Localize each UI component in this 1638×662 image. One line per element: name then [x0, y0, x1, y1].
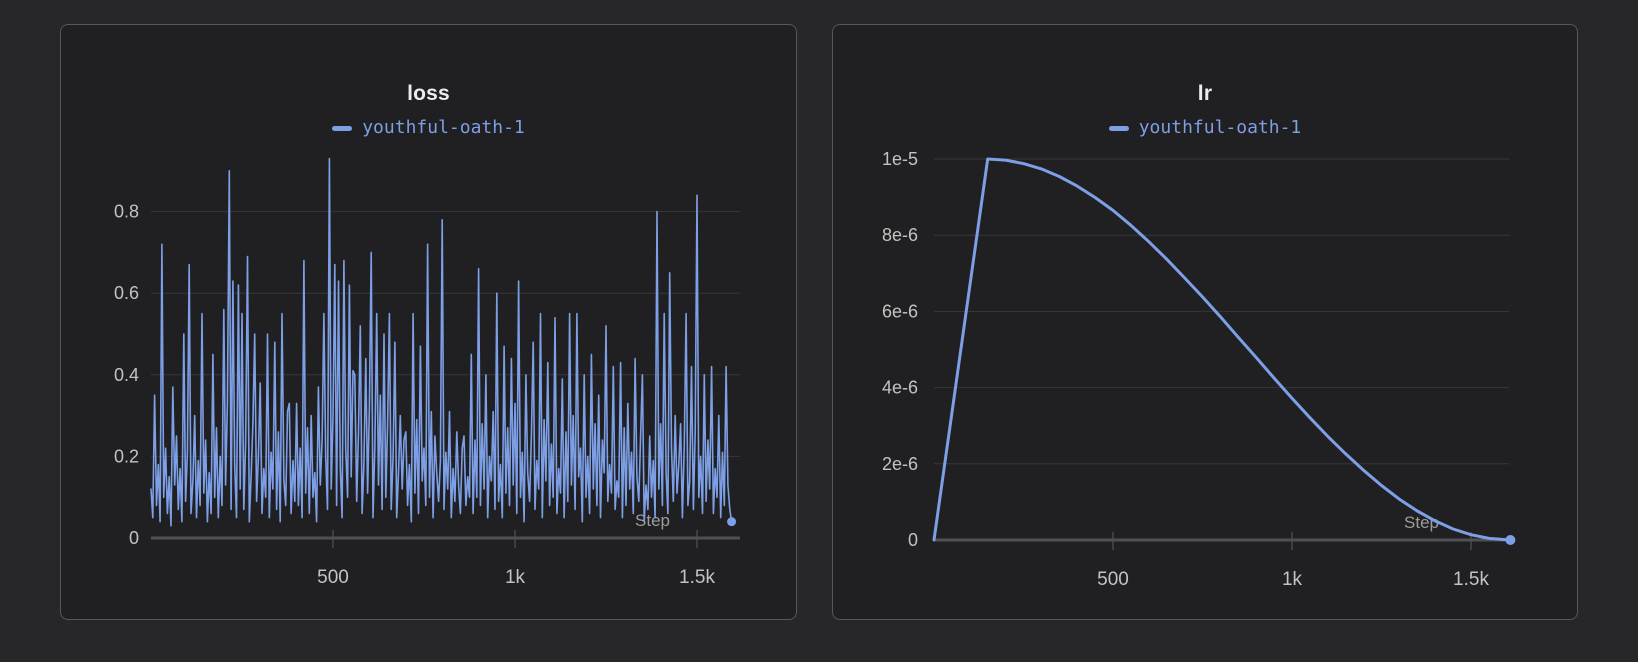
y-tick-label: 2e-6	[882, 454, 918, 474]
x-tick-label: 1k	[505, 567, 526, 588]
lr-panel[interactable]: 0 2e-6 4e-6 6e-6 8e-6 1e-5 500 1k 1.5k Step lr yo…	[832, 24, 1578, 620]
y-tick-label: 0.6	[114, 283, 139, 303]
y-tick-label: 6e-6	[882, 301, 918, 321]
y-tick-label: 1e-5	[882, 149, 918, 169]
loss-chart[interactable]: 0 0.2 0.4 0.6 0.8 500 1k 1.5k Step	[61, 25, 798, 621]
y-tick-label: 0	[129, 528, 139, 548]
lr-chart[interactable]: 0 2e-6 4e-6 6e-6 8e-6 1e-5 500 1k 1.5k Step	[833, 25, 1579, 621]
y-tick-label: 0	[908, 530, 918, 550]
lr-chart-title: lr	[1197, 82, 1213, 105]
loss-chart-title: loss	[407, 82, 450, 105]
y-tick-label: 4e-6	[882, 378, 918, 398]
lr-legend[interactable]: youthful-oath-1	[833, 117, 1577, 139]
x-axis-label: Step	[635, 511, 670, 530]
series-line[interactable]	[932, 157, 1512, 542]
legend-line-swatch-icon	[332, 125, 353, 131]
legend-line-swatch-icon	[1108, 125, 1129, 131]
loss-legend[interactable]: youthful-oath-1	[61, 117, 796, 139]
y-tick-label: 0.4	[114, 365, 139, 385]
series-end-dot[interactable]	[727, 517, 737, 527]
y-tick-label: 8e-6	[882, 225, 918, 245]
x-tick-label: 500	[317, 567, 349, 588]
x-tick-label: 500	[1097, 569, 1129, 590]
x-axis-label: Step	[1404, 513, 1439, 532]
y-tick-label: 0.8	[114, 202, 139, 222]
series-line[interactable]	[150, 157, 733, 527]
legend-run-name[interactable]: youthful-oath-1	[1138, 117, 1302, 138]
x-tick-label: 1k	[1282, 569, 1303, 590]
y-tick-label: 0.2	[114, 446, 139, 466]
series-end-dot[interactable]	[1505, 535, 1516, 545]
legend-run-name[interactable]: youthful-oath-1	[362, 117, 525, 138]
loss-panel[interactable]: 0 0.2 0.4 0.6 0.8 500 1k 1.5k Step loss youthful…	[60, 24, 797, 620]
x-tick-label: 1.5k	[679, 567, 715, 588]
x-tick-label: 1.5k	[1453, 569, 1489, 590]
